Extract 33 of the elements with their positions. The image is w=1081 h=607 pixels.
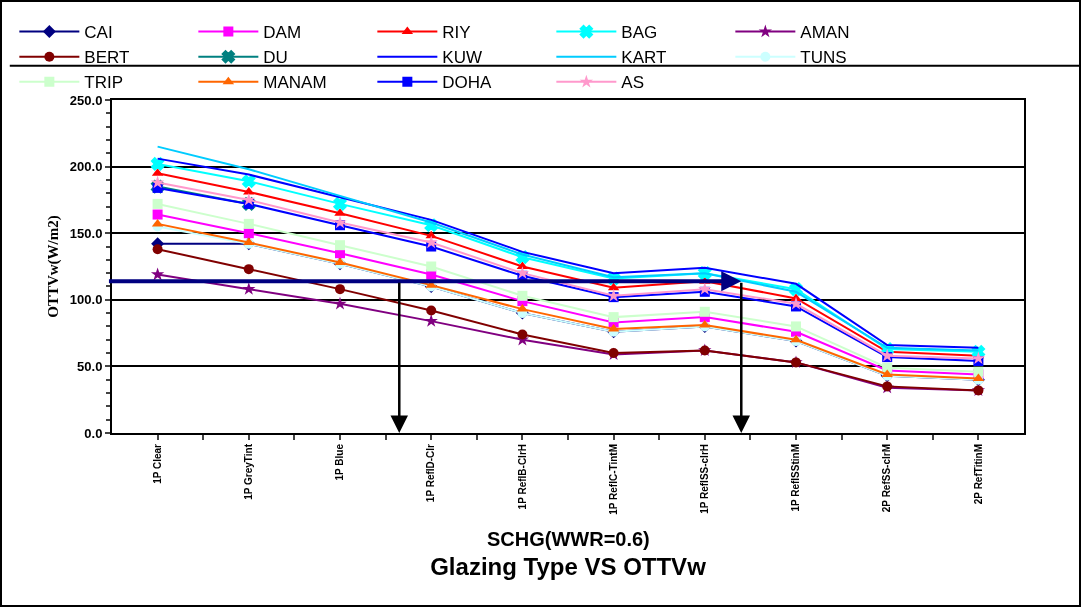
x-tick-label: 1P GreyTint [243,443,255,500]
x-tick-label: 2P RefTitinM [972,444,984,505]
y-tick-label: 200.0 [69,159,103,175]
legend-label: KART [621,48,667,68]
y-tick-label: 0.0 [84,425,103,441]
x-tick-label: 1P RefISS-clrH [699,444,711,514]
legend-label: CAI [84,23,113,43]
legend-label: BERT [84,48,130,68]
legend-label: DU [263,48,288,68]
y-tick-label: 100.0 [69,292,103,308]
x-tick-label: 1P RefIC-TintM [607,444,619,515]
y-tick-label: 250.0 [69,92,103,108]
legend-label: DAM [263,23,302,43]
legend-label: AMAN [800,23,850,43]
text: Glazing Type VS OTTVw [430,553,707,581]
x-tick-label: 1P Blue [334,443,346,481]
x-tick-label: 1P RefISStinM [790,444,802,512]
y-axis-title: OTTVw(W/m2) [44,215,62,318]
x-tick-label: 2P RefSS-clrM [881,444,893,513]
legend-label: TUNS [800,48,847,68]
legend-label: DOHA [442,73,493,93]
y-tick-label: 150.0 [69,225,103,241]
x-tick-label: 1P RefIB-ClrH [516,444,528,510]
x-tick-label: 1P RefID-Clr [425,443,437,503]
x-axis-title: SCHG(WWR=0.6) [487,528,650,550]
legend-label: KUW [442,48,483,68]
legend-label: BAG [621,23,658,43]
legend-label: RIY [442,23,471,43]
x-tick-label: 1P Clear [151,443,163,484]
legend-label: MANAM [263,73,327,93]
y-tick-label: 50.0 [77,358,103,374]
legend-label: TRIP [84,73,124,93]
legend-label: AS [621,73,645,93]
